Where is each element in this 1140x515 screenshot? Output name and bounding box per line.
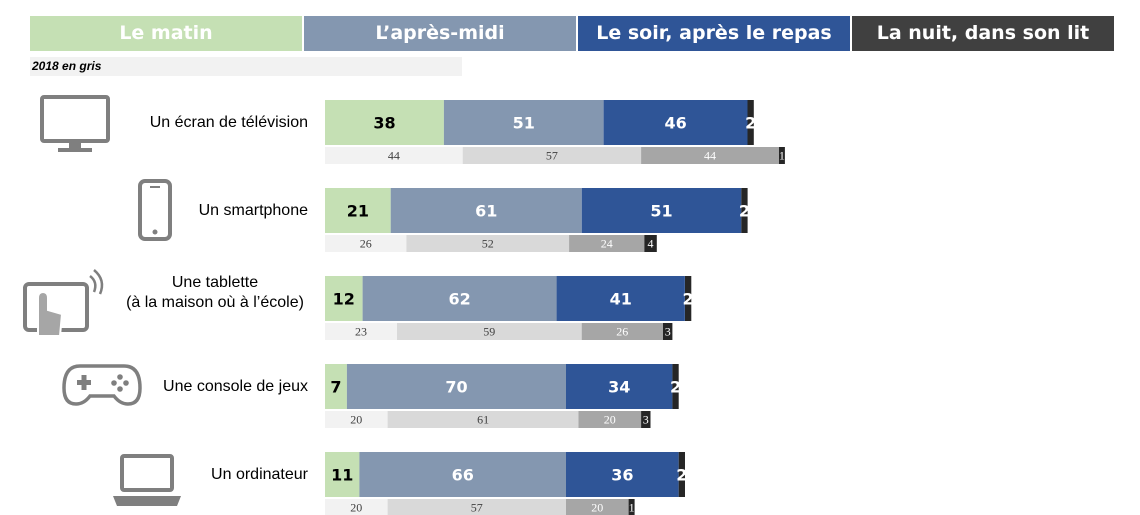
main-2020-bar-segment — [672, 364, 679, 409]
reference-2018-value-label: 4 — [648, 237, 654, 251]
main-2020-value-label: 41 — [610, 290, 632, 309]
main-2020-value-label: 51 — [513, 114, 535, 133]
reference-2018-value-label: 57 — [546, 149, 558, 163]
reference-2018-value-label: 44 — [388, 149, 400, 163]
reference-2018-value-label: 20 — [350, 501, 362, 515]
main-2020-bar-segment — [346, 364, 566, 409]
main-2020-value-label: 34 — [608, 378, 630, 397]
reference-2018-bar-segment — [566, 499, 629, 515]
reference-2018-value-label: 61 — [477, 413, 489, 427]
reference-2018-value-label: 1 — [629, 501, 635, 515]
main-2020-bar-segment — [359, 452, 566, 497]
legend-item-soir: Le soir, après le repas — [578, 16, 852, 51]
reference-2018-bar-segment — [644, 235, 657, 252]
reference-2018-bar-segment — [778, 147, 785, 164]
category-label: Un écran de télévision — [150, 114, 308, 131]
main-2020-bar-segment — [747, 100, 754, 145]
main-2020-value-label: 12 — [333, 290, 355, 309]
main-2020-value-label: 2 — [670, 378, 681, 397]
main-2020-bar-segment — [390, 188, 582, 233]
tv-icon — [40, 95, 110, 152]
reference-2018-bar-segment — [641, 147, 779, 164]
main-2020-bar-segment — [685, 276, 692, 321]
reference-2018-value-label: 59 — [483, 325, 495, 339]
reference-2018-bar-segment — [569, 235, 645, 252]
reference-2018-value-label: 24 — [601, 237, 613, 251]
main-2020-value-label: 11 — [331, 466, 353, 485]
legend-item-matin: Le matin — [30, 16, 304, 51]
main-2020-bar-segment — [678, 452, 685, 497]
main-2020-bar-segment — [325, 100, 444, 145]
reference-2018-value-label: 3 — [643, 413, 649, 427]
reference-2018-bar-segment — [641, 411, 651, 428]
category-label: Une console de jeux — [163, 378, 308, 395]
main-2020-value-label: 62 — [448, 290, 470, 309]
main-2020-bar-segment — [741, 188, 748, 233]
main-2020-value-label: 2 — [739, 202, 750, 221]
main-2020-value-label: 51 — [650, 202, 672, 221]
reference-2018-value-label: 3 — [665, 325, 671, 339]
main-2020-value-label: 70 — [445, 378, 467, 397]
reference-2018-value-label: 26 — [616, 325, 628, 339]
main-2020-value-label: 36 — [611, 466, 633, 485]
main-2020-bar-segment — [443, 100, 604, 145]
main-2020-bar-segment — [325, 276, 363, 321]
reference-2018-bar-segment — [628, 499, 635, 515]
reference-2018-value-label: 57 — [471, 501, 483, 515]
main-2020-value-label: 2 — [676, 466, 687, 485]
main-2020-value-label: 61 — [475, 202, 497, 221]
reference-2018-bar-segment — [325, 323, 397, 340]
category-label: Un ordinateur — [211, 466, 309, 483]
reference-2018-bar-segment — [397, 323, 582, 340]
main-2020-value-label: 66 — [452, 466, 474, 485]
main-2020-value-label: 21 — [347, 202, 369, 221]
main-2020-value-label: 7 — [330, 378, 341, 397]
reference-2018-bar-segment — [578, 411, 642, 428]
legend-item-apres-midi: L’après-midi — [304, 16, 578, 51]
main-2020-bar-segment — [566, 364, 673, 409]
reference-2018-bar-segment — [663, 323, 673, 340]
legend: Le matin L’après-midi Le soir, après le … — [30, 16, 1114, 51]
reference-2018-bar-segment — [325, 235, 407, 252]
reference-2018-value-label: 20 — [591, 501, 603, 515]
gamepad-icon — [62, 364, 142, 406]
category-label: (à la maison où à l’école) — [126, 294, 304, 311]
reference-2018-value-label: 20 — [350, 413, 362, 427]
legend-item-nuit: La nuit, dans son lit — [852, 16, 1114, 51]
tablet-icon — [23, 269, 104, 337]
category-label: Une tablette — [172, 274, 258, 291]
main-2020-bar-segment — [362, 276, 557, 321]
reference-2018-bar-segment — [387, 499, 566, 515]
category-label: Un smartphone — [199, 202, 308, 219]
main-2020-bar-segment — [556, 276, 685, 321]
main-2020-bar-segment — [325, 364, 347, 409]
main-2020-bar-segment — [325, 452, 360, 497]
laptop-icon — [113, 454, 181, 506]
reference-2018-value-label: 44 — [704, 149, 716, 163]
reference-2018-value-label: 23 — [355, 325, 367, 339]
reference-2018-bar-segment — [462, 147, 642, 164]
reference-2018-bar-segment — [325, 499, 388, 515]
main-2020-bar-segment — [325, 188, 391, 233]
reference-2018-value-label: 26 — [360, 237, 372, 251]
main-2020-value-label: 2 — [745, 114, 756, 133]
reference-2018-value-label: 20 — [604, 413, 616, 427]
reference-2018-value-label: 1 — [779, 149, 785, 163]
main-2020-value-label: 38 — [373, 114, 395, 133]
main-2020-value-label: 46 — [664, 114, 686, 133]
reference-2018-bar-segment — [325, 411, 388, 428]
reference-2018-bar-segment — [325, 147, 463, 164]
main-2020-bar-segment — [581, 188, 742, 233]
year-note: 2018 en gris — [30, 57, 462, 76]
reference-2018-bar-segment — [406, 235, 570, 252]
smartphone-icon — [138, 179, 172, 241]
main-2020-bar-segment — [566, 452, 679, 497]
reference-2018-bar-segment — [387, 411, 579, 428]
reference-2018-value-label: 52 — [482, 237, 494, 251]
main-2020-value-label: 2 — [683, 290, 694, 309]
reference-2018-bar-segment — [581, 323, 664, 340]
main-2020-bar-segment — [603, 100, 748, 145]
